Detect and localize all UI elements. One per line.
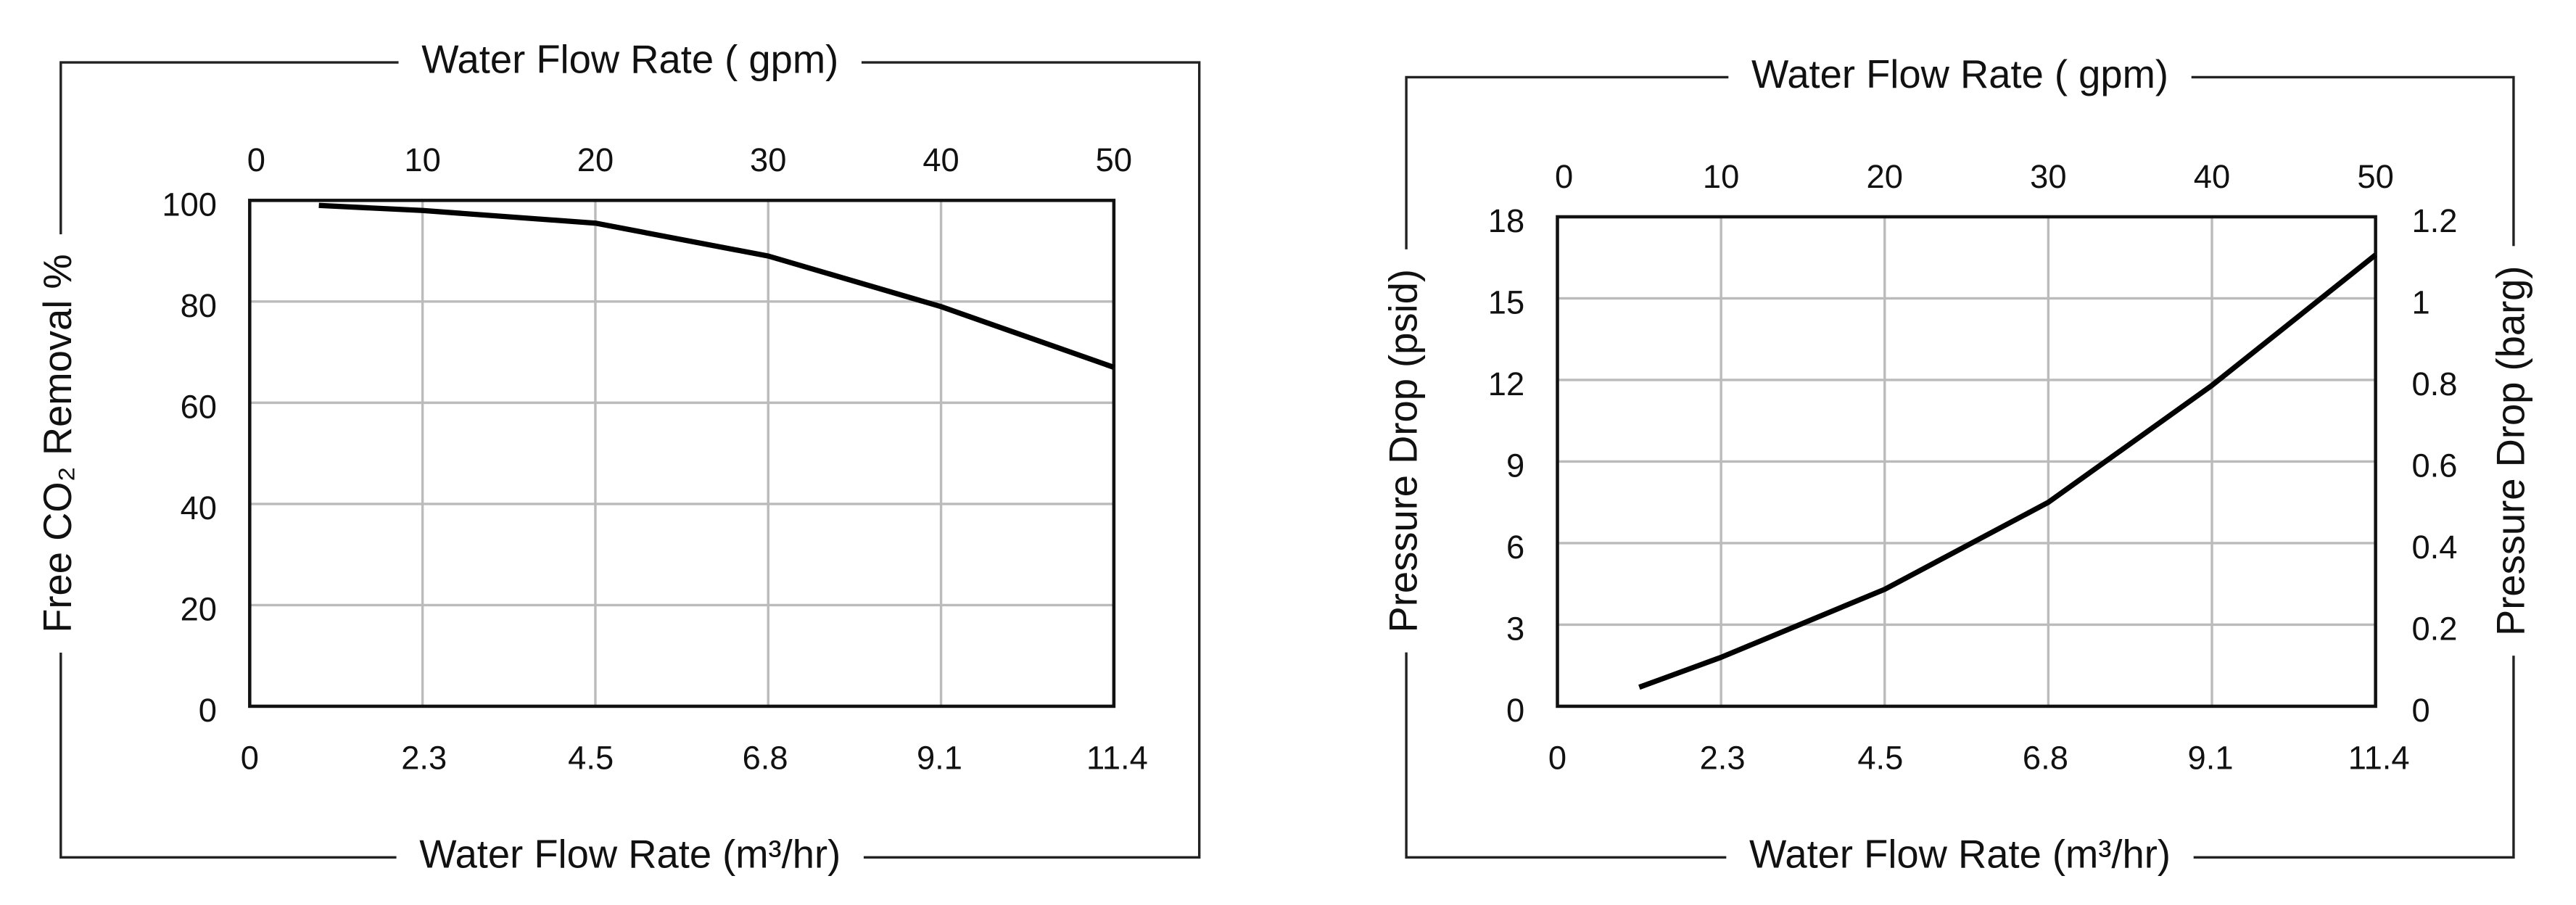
x-tick-label: 30 (750, 141, 786, 178)
x2-tick-label: 6.8 (2023, 740, 2068, 777)
x-tick-label: 50 (2357, 158, 2393, 195)
x2-tick-label: 2.3 (1700, 740, 1746, 777)
y-tick-label: 15 (1488, 284, 1524, 321)
x-axis-title-top: Water Flow Rate ( gpm) (1751, 52, 2168, 96)
y-tick-label: 3 (1506, 610, 1524, 647)
x2-tick-label: 0 (1548, 740, 1566, 777)
frame-gap (396, 835, 864, 880)
x2-tick-label: 4.5 (568, 740, 614, 777)
x-tick-label: 20 (577, 141, 614, 178)
x-tick-label: 0 (1555, 158, 1573, 195)
y2-tick-label: 0.6 (2411, 447, 2457, 484)
x-tick-label: 10 (1703, 158, 1739, 195)
y2-tick-label: 1 (2411, 284, 2430, 321)
y2-tick-label: 0.8 (2411, 365, 2457, 402)
x-tick-label: 50 (1096, 141, 1132, 178)
x-tick-label: 20 (1867, 158, 1903, 195)
x2-tick-label: 4.5 (1857, 740, 1903, 777)
x2-tick-label: 9.1 (917, 740, 962, 777)
y2-tick-label: 0 (2411, 692, 2430, 729)
y-tick-label: 20 (181, 590, 217, 627)
x-tick-label: 10 (404, 141, 440, 178)
frame-gap (1728, 54, 2192, 99)
plot-area (249, 200, 1114, 706)
y-tick-label: 6 (1506, 529, 1524, 566)
y-axis-title: Pressure Drop (psid) (1381, 269, 1425, 632)
frame-gap (2488, 246, 2539, 656)
x-axis-title-top: Water Flow Rate ( gpm) (421, 37, 838, 81)
x-axis-title-bottom: Water Flow Rate (m³/hr) (1749, 832, 2171, 877)
y-tick-label: 0 (199, 692, 217, 729)
y-tick-label: 18 (1488, 202, 1524, 239)
y-tick-label: 80 (181, 287, 217, 324)
plot-border (1556, 215, 2377, 708)
y-tick-label: 12 (1488, 365, 1524, 402)
x2-tick-label: 0 (241, 740, 259, 777)
y-tick-label: 100 (162, 186, 217, 223)
x-tick-label: 40 (2194, 158, 2230, 195)
y2-tick-label: 0.4 (2411, 529, 2457, 566)
x2-tick-label: 11.4 (2348, 740, 2410, 777)
frame-gap (35, 234, 86, 653)
frame-gap (398, 40, 862, 85)
x-tick-label: 40 (922, 141, 959, 178)
x-tick-label: 30 (2030, 158, 2066, 195)
plot-border (248, 199, 1116, 708)
x-axis-title-bottom: Water Flow Rate (m³/hr) (419, 832, 841, 877)
y2-tick-label: 0.2 (2411, 610, 2457, 647)
y-axis-title: Free CO₂ Removal % (36, 254, 80, 633)
y-tick-label: 40 (181, 489, 217, 526)
y2-tick-label: 1.2 (2411, 202, 2457, 239)
data-line (318, 202, 1115, 370)
data-line (1638, 252, 2377, 690)
y-tick-label: 60 (181, 388, 217, 425)
y-tick-label: 9 (1506, 447, 1524, 484)
x2-tick-label: 6.8 (743, 740, 788, 777)
x2-tick-label: 9.1 (2188, 740, 2234, 777)
y-tick-label: 0 (1506, 692, 1524, 729)
frame-gap (1726, 835, 2194, 880)
x-tick-label: 0 (247, 141, 265, 178)
x2-tick-label: 2.3 (401, 740, 447, 777)
frame-gap (1381, 249, 1432, 653)
x2-tick-label: 11.4 (1086, 740, 1148, 777)
y2-axis-title: Pressure Drop (barg) (2488, 265, 2532, 636)
